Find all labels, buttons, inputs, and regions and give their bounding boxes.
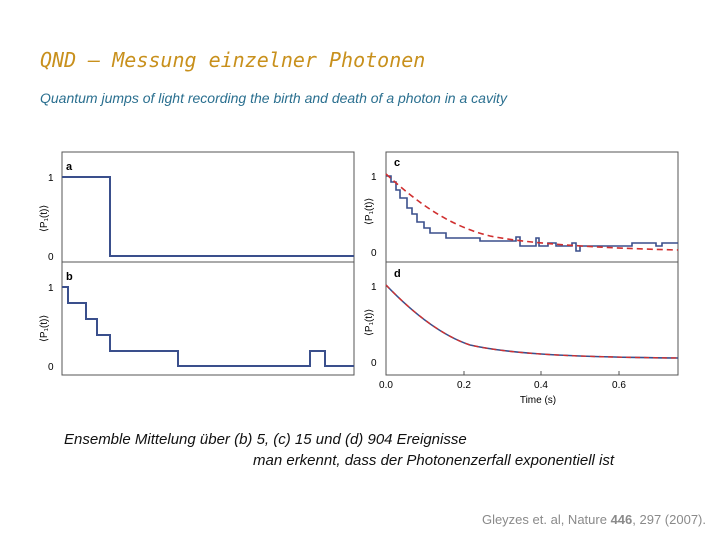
caption-line-1: Ensemble Mittelung über (b) 5, (c) 15 un…	[64, 431, 467, 448]
panel-a-ytick-1: 1	[48, 173, 54, 184]
panel-d-trace	[385, 284, 679, 359]
citation-prefix: Gleyzes et. al, Nature	[481, 512, 611, 527]
slide-title: QND – Messung einzelner Photonen	[40, 48, 426, 72]
panel-a-ylabel: ⟨P₁(t)⟩	[39, 205, 50, 232]
slide-subtitle: Quantum jumps of light recording the bir…	[40, 90, 507, 106]
citation-volume: 446	[610, 512, 633, 527]
panel-c-ylabel: ⟨P₁(t)⟩	[364, 198, 375, 225]
panel-b-frame	[61, 261, 355, 376]
quantum-jumps-figure: a 1 0 ⟨P₁(t)⟩ b 1 0 ⟨P₁(t)⟩ c 1 0 ⟨P₁(t)…	[39, 151, 679, 406]
citation: Gleyzes et. al, Nature 446, 297 (2007).	[482, 512, 706, 527]
citation-suffix: , 297 (2007).	[632, 512, 706, 527]
caption-line-2: man erkennt, dass der Photonenzerfall ex…	[253, 452, 615, 469]
xtick-label-3: 0.6	[612, 380, 626, 391]
panel-a-label: a	[66, 161, 73, 173]
panel-a-trace	[62, 176, 354, 257]
panel-c-fit	[385, 173, 679, 251]
panel-b-label: b	[66, 271, 73, 283]
panel-d-frame	[385, 261, 679, 376]
panel-b-trace	[62, 286, 354, 367]
panel-c-ytick-1: 1	[371, 172, 377, 183]
panel-c-ytick-0: 0	[371, 248, 377, 259]
panel-b-ylabel: ⟨P₁(t)⟩	[39, 315, 50, 342]
x-axis-label: Time (s)	[520, 395, 556, 406]
panel-b-ytick-0: 0	[48, 362, 54, 373]
panel-c-trace	[386, 175, 678, 252]
xtick-label-2: 0.4	[534, 380, 548, 391]
xtick-label-0: 0.0	[379, 380, 393, 391]
panel-a-frame	[61, 151, 355, 263]
xtick-label-1: 0.2	[457, 380, 471, 391]
panel-c-label: c	[394, 157, 400, 169]
panel-d-label: d	[394, 268, 401, 280]
panel-d-fit	[385, 284, 679, 359]
panel-d-ylabel: ⟨P₁(t)⟩	[364, 309, 375, 336]
panel-b-ytick-1: 1	[48, 283, 54, 294]
panel-d-ytick-0: 0	[371, 358, 377, 369]
panel-d-ytick-1: 1	[371, 282, 377, 293]
panel-a-ytick-0: 0	[48, 252, 54, 263]
